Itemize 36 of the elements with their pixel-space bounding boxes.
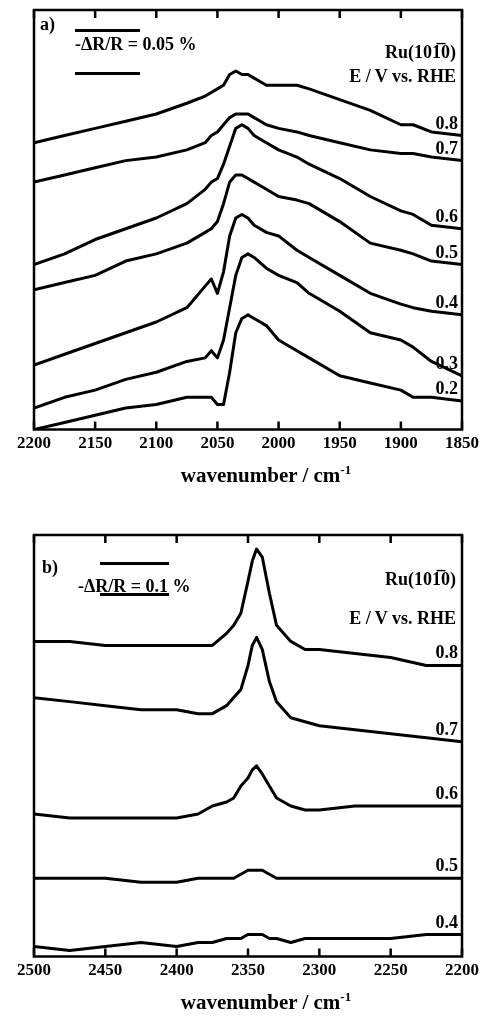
series-label: 0.7	[435, 137, 458, 158]
series-label: 0.6	[435, 783, 458, 804]
x-tick-label: 2400	[159, 960, 194, 980]
text: Ru(101̅0)	[385, 569, 456, 590]
annotation: -ΔR/R = 0.1 %	[78, 576, 191, 596]
x-tick-label: 2100	[139, 433, 174, 453]
x-tick-label: 2350	[231, 960, 265, 980]
series-label: 0.4	[435, 291, 458, 312]
legend-title: E / V vs. RHE	[349, 608, 456, 628]
series-label: 0.8	[435, 112, 458, 133]
x-tick-label: 1850	[445, 433, 479, 453]
x-tick-label: 2450	[88, 960, 123, 980]
legend-title: E / V vs. RHE	[349, 66, 456, 86]
chart-title: Ru(101̅0)	[385, 42, 456, 63]
text: -ΔR/R = 0.05 %	[75, 34, 197, 54]
x-tick-label: 2000	[261, 433, 296, 453]
x-tick-label: 2300	[302, 960, 337, 980]
x-axis-title: wavenumber / cm$^{-1}$	[179, 461, 353, 487]
series-label: 0.4	[435, 911, 458, 932]
series-label: 0.5	[435, 241, 458, 262]
x-tick-label: 2500	[17, 960, 51, 980]
x-tick-label: 2050	[200, 433, 235, 453]
x-tick-label: 2200	[17, 433, 51, 453]
x-tick-label: 2150	[78, 433, 113, 453]
x-tick-label: 2250	[373, 960, 408, 980]
series-label: 0.8	[435, 642, 458, 663]
series-label: 0.2	[435, 377, 458, 398]
x-tick-label: 2200	[445, 960, 479, 980]
x-tick-label: 1950	[322, 433, 357, 453]
series-label: 0.5	[435, 855, 458, 876]
series-label: 0.7	[435, 718, 458, 739]
x-axis-title: wavenumber / cm$^{-1}$	[179, 988, 353, 1014]
text: a)	[40, 14, 55, 35]
annotation: b)	[42, 557, 59, 578]
series-label: 0.6	[435, 205, 458, 226]
x-tick-label: 1900	[383, 433, 418, 453]
